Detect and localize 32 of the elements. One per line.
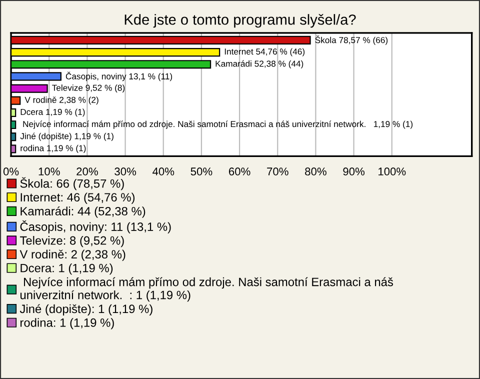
data-label: Jiné (dopište) 1,19 % (1) [20,132,114,141]
chart-title: Kde jste o tomto programu slyšel/a? [124,14,356,28]
legend-label: Televize: 8 (9,52 %) [20,236,124,248]
legend-label: Jiné (dopište): 1 (1,19 %) [20,304,152,316]
data-label: Internet 54,76 % (46) [224,48,305,56]
data-label: V rodině 2,38 % (2) [24,96,98,105]
data-label: Kamarádi 52,38 % (44) [216,60,304,68]
x-tick-label: 100% [378,168,406,176]
legend-label: Nejvíce informací mám přímo od zdroje. Naši samotní Erasmaci a náš univerzitní network. : 1 (1,19 %) [20,277,394,302]
legend-label: Dcera: 1 (1,19 %) [20,264,113,275]
data-label: Televize 9,52 % (8) [52,84,125,93]
x-tick-label: 50% [190,168,212,176]
data-label: Nejvíce informací mám přímo od zdroje. Naši samotní Erasmaci a náš univerzitní network. 1,19 % (1) [23,120,413,129]
x-tick-label: 0% [3,168,19,176]
x-tick-label: 80% [305,168,326,176]
x-tick-label: 60% [228,168,250,176]
x-tick-label: 70% [267,168,288,176]
data-label: Dcera 1,19 % (1) [20,108,85,117]
data-label: Škola 78,57 % (66) [315,36,388,45]
x-tick-label: 10% [38,168,60,176]
legend-label: V rodině: 2 (2,38 %) [20,250,126,261]
x-tick-label: 90% [343,168,365,176]
x-tick-label: 40% [152,168,174,176]
legend-label: Časopis, noviny: 11 (13,1 %) [20,220,171,234]
data-label: rodina 1,19 % (1) [20,144,86,153]
data-label: Časopis, noviny 13,1 % (11) [66,72,172,82]
legend-label: Internet: 46 (54,76 %) [20,192,135,204]
x-tick-label: 20% [76,168,98,176]
legend-label: rodina: 1 (1,19 %) [20,318,114,330]
x-tick-label: 30% [114,168,136,176]
legend-label: Kamarádi: 44 (52,38 %) [20,206,146,218]
legend-label: Škola: 66 (78,57 %) [20,177,124,190]
